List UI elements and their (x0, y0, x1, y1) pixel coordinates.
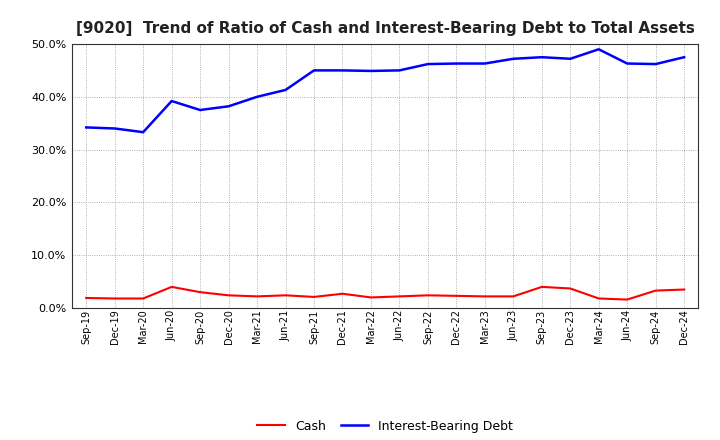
Interest-Bearing Debt (395, 68, 404, 73)
Interest-Bearing Debt (452, 61, 461, 66)
Cash (623, 297, 631, 302)
Cash (652, 288, 660, 293)
Interest-Bearing Debt (509, 56, 518, 62)
Interest-Bearing Debt (282, 87, 290, 92)
Interest-Bearing Debt (196, 107, 204, 113)
Cash (225, 293, 233, 298)
Interest-Bearing Debt (310, 68, 318, 73)
Interest-Bearing Debt (480, 61, 489, 66)
Cash (110, 296, 119, 301)
Interest-Bearing Debt (82, 125, 91, 130)
Interest-Bearing Debt (595, 47, 603, 52)
Cash (310, 294, 318, 300)
Cash (395, 294, 404, 299)
Cash (196, 290, 204, 295)
Line: Cash: Cash (86, 287, 684, 300)
Interest-Bearing Debt (225, 104, 233, 109)
Interest-Bearing Debt (623, 61, 631, 66)
Interest-Bearing Debt (366, 68, 375, 73)
Cash (480, 294, 489, 299)
Cash (566, 286, 575, 291)
Cash (282, 293, 290, 298)
Interest-Bearing Debt (537, 55, 546, 60)
Interest-Bearing Debt (566, 56, 575, 62)
Cash (509, 294, 518, 299)
Interest-Bearing Debt (338, 68, 347, 73)
Interest-Bearing Debt (167, 99, 176, 104)
Interest-Bearing Debt (110, 126, 119, 131)
Cash (595, 296, 603, 301)
Cash (423, 293, 432, 298)
Cash (139, 296, 148, 301)
Interest-Bearing Debt (423, 62, 432, 67)
Cash (253, 294, 261, 299)
Interest-Bearing Debt (253, 94, 261, 99)
Cash (82, 295, 91, 301)
Cash (537, 284, 546, 290)
Legend: Cash, Interest-Bearing Debt: Cash, Interest-Bearing Debt (252, 414, 518, 437)
Cash (366, 295, 375, 300)
Cash (680, 287, 688, 292)
Interest-Bearing Debt (680, 55, 688, 60)
Title: [9020]  Trend of Ratio of Cash and Interest-Bearing Debt to Total Assets: [9020] Trend of Ratio of Cash and Intere… (76, 21, 695, 36)
Interest-Bearing Debt (139, 129, 148, 135)
Cash (167, 284, 176, 290)
Line: Interest-Bearing Debt: Interest-Bearing Debt (86, 49, 684, 132)
Cash (338, 291, 347, 297)
Cash (452, 293, 461, 298)
Interest-Bearing Debt (652, 62, 660, 67)
